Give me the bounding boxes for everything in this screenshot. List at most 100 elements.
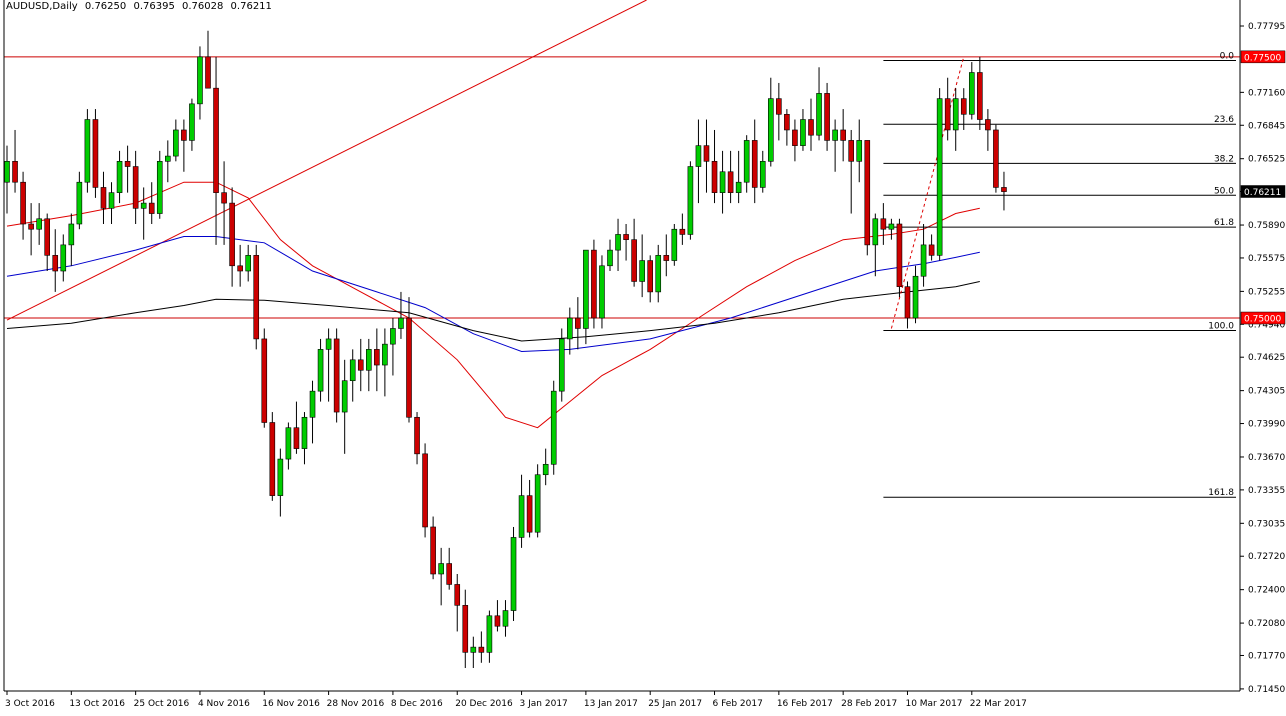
bull-candle	[639, 260, 645, 282]
bear-candle	[631, 239, 637, 282]
bear-candle	[896, 223, 903, 287]
moving-average-line	[6, 236, 980, 353]
candles	[4, 30, 1007, 669]
moving-average-line	[6, 281, 980, 342]
bear-candle	[221, 192, 227, 204]
bull-candle	[566, 317, 573, 340]
bear-candle	[944, 98, 951, 131]
bull-candle	[398, 317, 404, 329]
bull-candle	[325, 338, 332, 350]
bull-candle	[816, 93, 822, 136]
price-tick-label: 0.73670	[1248, 453, 1285, 463]
bear-candle	[293, 427, 300, 449]
bull-candle	[583, 249, 589, 329]
fib-level-label: 100.0	[1208, 322, 1234, 332]
bull-candle	[920, 244, 927, 277]
bear-candle	[880, 218, 887, 230]
price-tick-label: 0.75575	[1248, 254, 1285, 264]
price-tick-label: 0.75890	[1248, 221, 1285, 231]
bear-candle	[100, 187, 107, 209]
fib-level-label: 23.6	[1214, 115, 1234, 125]
symbol-label: AUDUSD,Daily	[6, 1, 78, 12]
bull-candle	[285, 427, 292, 460]
bull-candle	[84, 119, 91, 183]
time-tick-label: 4 Nov 2016	[198, 699, 250, 709]
bear-candle	[840, 129, 846, 141]
bear-candle	[406, 317, 412, 418]
bull-candle	[534, 474, 541, 533]
fib-level-label: 0.0	[1220, 51, 1235, 61]
price-tick-label: 0.76525	[1248, 155, 1285, 165]
time-tick-label: 28 Feb 2017	[841, 699, 897, 709]
bull-candle	[165, 155, 171, 162]
current-price-tag-text: 0.76211	[1244, 188, 1281, 198]
bull-candle	[695, 145, 702, 167]
bear-candle	[808, 119, 814, 136]
bull-candle	[438, 563, 444, 575]
time-tick-label: 13 Jan 2017	[584, 699, 638, 709]
bear-candle	[430, 526, 436, 575]
bull-candle	[719, 171, 726, 193]
bull-candle	[156, 161, 163, 214]
bull-candle	[800, 119, 806, 146]
bull-candle	[60, 244, 67, 272]
price-tick-label: 0.73990	[1248, 420, 1285, 430]
bear-candle	[904, 286, 911, 319]
bear-candle	[414, 416, 420, 455]
moving-averages	[6, 181, 980, 429]
bear-candle	[864, 140, 871, 246]
bear-candle	[213, 87, 219, 193]
bear-candle	[92, 119, 99, 188]
bear-candle	[357, 359, 364, 371]
price-tick-label: 0.77795	[1248, 22, 1285, 32]
bull-candle	[671, 228, 678, 261]
bull-candle	[542, 463, 549, 476]
bull-candle	[888, 223, 895, 230]
bear-candle	[28, 223, 34, 230]
fib-level-label: 38.2	[1214, 154, 1234, 164]
time-tick-label: 3 Oct 2016	[5, 699, 55, 709]
time-tick-label: 22 Mar 2017	[970, 699, 1027, 709]
bear-candle	[993, 129, 999, 188]
fib-level-label: 161.8	[1208, 488, 1234, 498]
price-tick-label: 0.75255	[1248, 287, 1285, 297]
bear-candle	[776, 98, 782, 115]
bear-candle	[751, 140, 758, 188]
bull-candle	[76, 181, 83, 225]
bear-candle	[1001, 187, 1007, 192]
bear-candle	[647, 260, 654, 293]
bear-candle	[784, 113, 790, 131]
bear-candle	[374, 349, 380, 366]
time-tick-label: 25 Oct 2016	[134, 699, 190, 709]
high-value: 0.76395	[133, 1, 175, 12]
price-tick-label: 0.77160	[1248, 88, 1285, 98]
bull-candle	[856, 140, 863, 162]
bull-candle	[502, 610, 509, 627]
bull-candle	[759, 161, 766, 188]
bull-candle	[550, 390, 557, 465]
bear-candle	[148, 202, 155, 214]
bull-candle	[743, 140, 750, 183]
bull-candle	[872, 218, 879, 246]
bear-candle	[928, 244, 935, 256]
bull-candle	[189, 103, 195, 141]
bull-candle	[36, 218, 42, 230]
bear-candle	[124, 161, 131, 167]
fibonacci-retracement[interactable]: 0.0 23.6 38.2 50.0 61.8 100.0 161.8	[883, 51, 1236, 498]
bull-candle	[341, 380, 348, 413]
bear-candle	[679, 228, 686, 235]
bull-candle	[486, 615, 493, 653]
bull-candle	[309, 390, 316, 418]
bear-candle	[132, 166, 139, 209]
bear-candle	[526, 495, 533, 533]
time-tick-label: 6 Feb 2017	[713, 699, 763, 709]
bull-candle	[108, 192, 115, 209]
bear-candle	[960, 98, 967, 115]
time-tick-label: 16 Nov 2016	[262, 699, 320, 709]
bear-candle	[12, 161, 18, 183]
bull-candle	[382, 343, 388, 366]
bull-candle	[735, 181, 742, 193]
price-tick-label: 0.74625	[1248, 353, 1285, 363]
bear-candle	[44, 218, 51, 256]
